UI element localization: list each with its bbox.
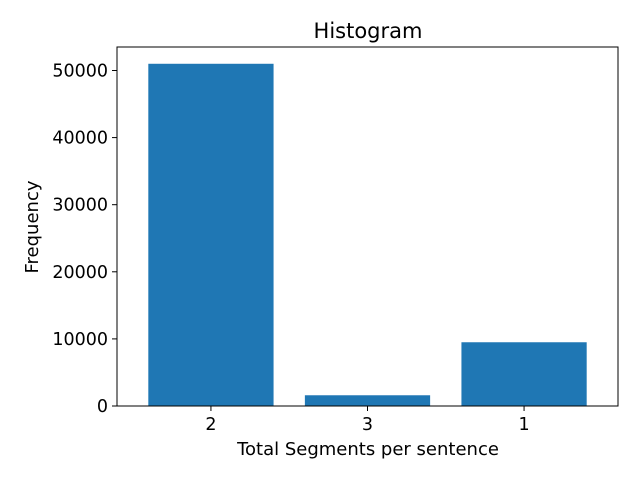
x-tick-label: 2: [205, 415, 216, 435]
y-axis-ticks: 0 10000 20000 30000 40000 50000: [52, 61, 117, 417]
y-tick-label: 50000: [52, 61, 108, 81]
y-axis-label: Frequency: [22, 180, 43, 273]
x-axis-ticks: 2 3 1: [205, 406, 530, 435]
y-tick-label: 0: [97, 397, 108, 417]
bars-layer: [148, 63, 587, 407]
y-tick-label: 30000: [52, 196, 108, 216]
y-tick-label: 40000: [52, 129, 108, 149]
y-tick-label: 10000: [52, 330, 108, 350]
y-tick-label: 20000: [52, 263, 108, 283]
chart-title: Histogram: [314, 19, 423, 43]
bar-2: [148, 63, 274, 407]
x-tick-label: 3: [362, 415, 373, 435]
bar-1: [461, 342, 587, 406]
x-axis-label: Total Segments per sentence: [236, 439, 499, 460]
plot-area-frame: [116, 46, 619, 407]
bar-3: [304, 395, 431, 406]
x-tick-label: 1: [518, 415, 529, 435]
